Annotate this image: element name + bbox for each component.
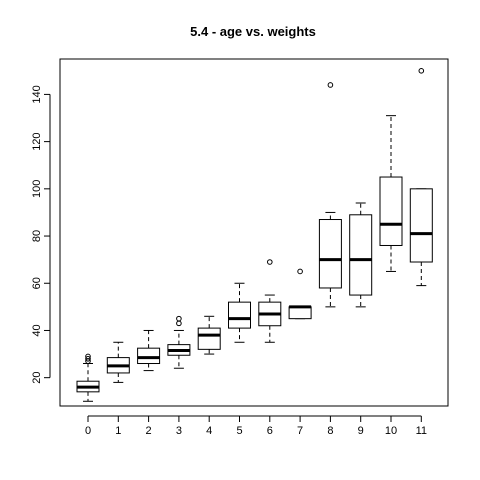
box-rect [349,214,373,296]
box-6 [258,259,282,343]
y-tick-label-20: 20 [31,372,43,384]
box-2 [137,329,161,372]
box-rect [228,301,251,329]
y-axis: 20 40 60 80 100 120 140 [31,85,51,384]
plot-frame [59,58,449,407]
y-tick-label-80: 80 [31,230,43,242]
x-axis: 0 1 2 3 4 5 6 7 8 9 10 11 [85,415,427,437]
chart-title: 5.4 - age vs. weights [190,24,316,39]
x-tick-label-1: 1 [115,425,121,437]
outlier-point [85,353,91,360]
x-tick-label-9: 9 [358,425,364,437]
outlier-point [327,82,334,88]
box-rect [137,347,161,365]
outlier-point [267,259,273,265]
box-4 [197,315,221,355]
x-tick-label-10: 10 [385,425,397,437]
x-tick-label-8: 8 [327,425,333,437]
x-tick-label-6: 6 [267,425,273,437]
box-9 [349,202,373,308]
x-tick-label-5: 5 [236,425,242,437]
box-rect [197,327,221,350]
box-1 [106,341,130,383]
box-3 [167,315,191,369]
outlier-point [418,68,425,74]
outlier-point [176,320,182,327]
outlier-point [297,268,303,275]
x-tick-label-4: 4 [206,425,212,437]
x-tick-label-0: 0 [85,425,91,437]
x-tick-label-11: 11 [416,425,427,437]
box-5 [228,282,251,343]
box-rect [379,176,403,246]
box-7 [288,268,312,320]
box-rect [288,306,312,320]
y-tick-label-60: 60 [31,277,43,289]
y-tick-label-120: 120 [31,132,43,150]
box-rect [318,219,342,289]
box-11 [409,68,433,287]
box-8 [318,82,342,308]
box-rect [409,188,433,263]
outlier-point [85,355,91,362]
x-tick-label-2: 2 [146,425,152,437]
box-10 [379,115,403,272]
y-tick-label-140: 140 [31,85,43,103]
x-tick-label-7: 7 [297,425,303,437]
box-0 [76,353,100,402]
outlier-point [176,315,182,322]
box-group [76,68,433,402]
x-tick-label-3: 3 [176,425,182,437]
y-tick-label-100: 100 [31,180,43,198]
y-tick-label-40: 40 [31,324,43,336]
